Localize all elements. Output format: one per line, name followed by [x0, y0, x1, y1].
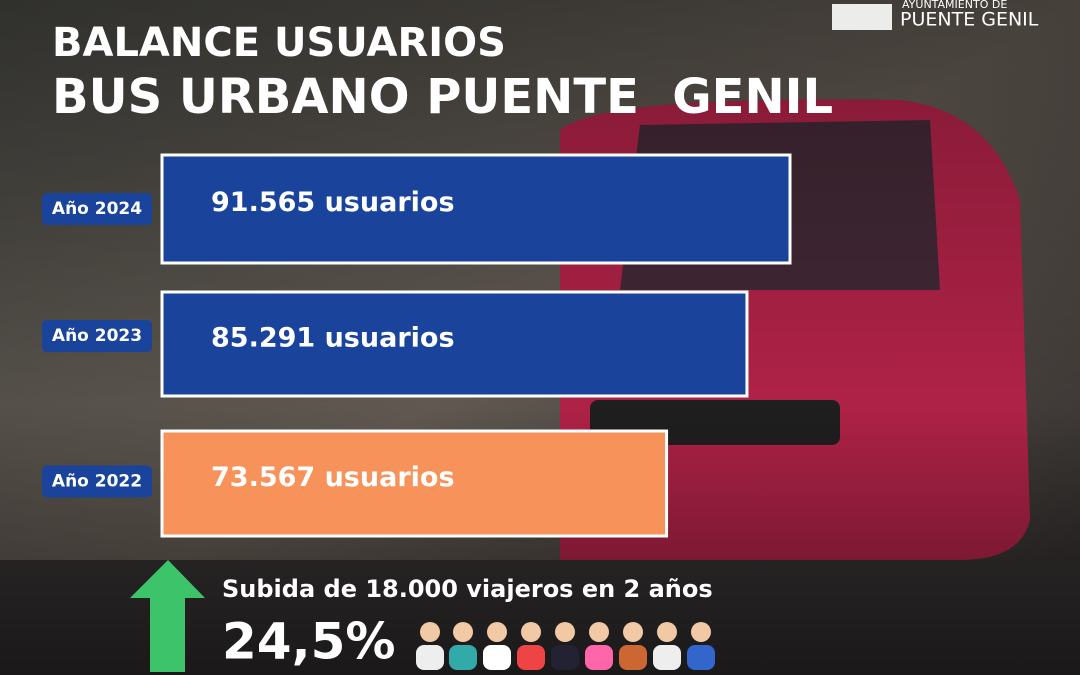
- category-label: Año 2023: [52, 326, 142, 346]
- category-label: Año 2024: [52, 199, 142, 219]
- annotation: Subida de 18.000 viajeros en 2 años: [222, 575, 713, 603]
- logo-line: PUENTE GENIL: [900, 9, 1039, 31]
- chart-title: BALANCE USUARIOS: [52, 20, 506, 66]
- bar: [160, 429, 669, 538]
- chart-subtitle: BUS URBANO PUENTE GENIL: [52, 69, 833, 125]
- logo-line: AYUNTAMIENTO DE: [902, 0, 1007, 11]
- logo-icon: [832, 4, 892, 30]
- category-label: Año 2022: [52, 472, 142, 492]
- bar: [160, 153, 792, 265]
- category-badge: [42, 465, 152, 498]
- category-badge: [42, 320, 152, 352]
- value-label: 91.565 usuarios: [211, 187, 455, 218]
- category-badge: [42, 193, 152, 225]
- annotation-percent: 24,5%: [222, 613, 395, 671]
- bar: [160, 290, 749, 398]
- up-arrow: [130, 560, 205, 672]
- value-label: 73.567 usuarios: [211, 462, 455, 493]
- people-icons: [416, 622, 715, 670]
- value-label: 85.291 usuarios: [211, 322, 455, 353]
